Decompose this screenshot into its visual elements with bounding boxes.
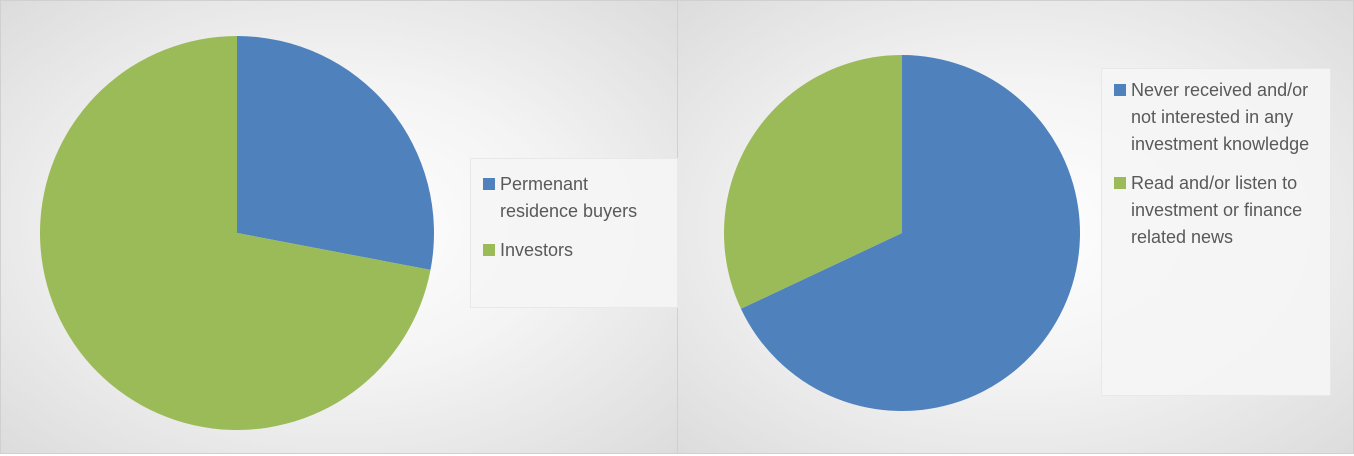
- legend-label: Never received and/or not interested in …: [1131, 80, 1310, 154]
- legend-swatch: [483, 178, 495, 190]
- pie-slice: [40, 36, 431, 431]
- legend-entry: Never received and/or not interested in …: [1114, 77, 1318, 158]
- legend: Never received and/or not interested in …: [1101, 68, 1331, 396]
- pie-slice: [724, 55, 902, 309]
- legend: Permenant residence buyers Investors: [470, 158, 678, 308]
- legend-label: Permenant residence buyers: [500, 174, 638, 221]
- legend-entry: Read and/or listen to investment or fina…: [1114, 170, 1318, 251]
- legend-label: Investors: [500, 240, 574, 260]
- pie-slice: [740, 55, 1080, 412]
- legend-entry: Investors: [483, 237, 665, 264]
- legend-swatch: [1114, 84, 1126, 96]
- legend-swatch: [483, 244, 495, 256]
- legend-entry: Permenant residence buyers: [483, 171, 665, 225]
- legend-label: Read and/or listen to investment or fina…: [1131, 173, 1303, 247]
- legend-swatch: [1114, 177, 1126, 189]
- pie-slice: [237, 36, 434, 270]
